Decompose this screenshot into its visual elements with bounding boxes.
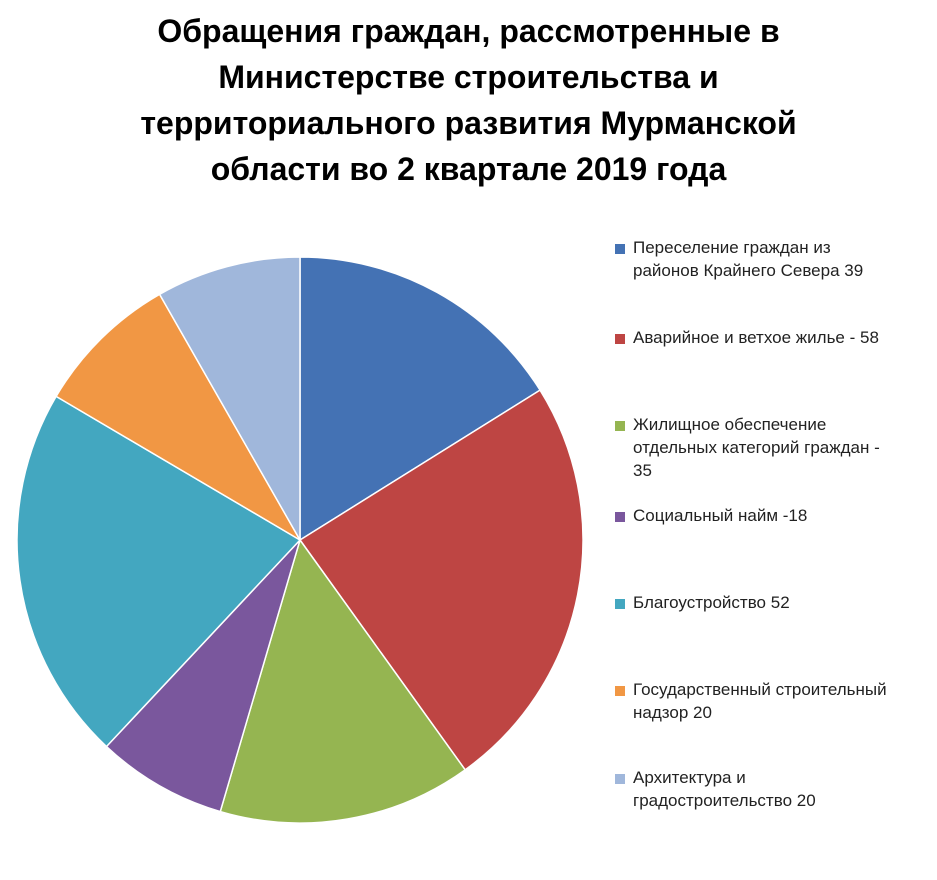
legend-swatch xyxy=(615,512,625,522)
pie-slice-landscaping xyxy=(16,395,302,748)
legend-label: Государственный строительный надзор 20 xyxy=(633,680,887,722)
chart-title: Обращения граждан, рассмотренные в Минис… xyxy=(140,13,797,187)
legend-label: Архитектура и градостроительство 20 xyxy=(633,768,816,810)
pie-slice-construction-supervision xyxy=(55,293,303,543)
legend-swatch xyxy=(615,774,625,784)
legend-swatch xyxy=(615,334,625,344)
pie-slice-social-rent xyxy=(105,539,301,813)
pie-slice-resettlement xyxy=(299,256,542,542)
pie-slice-architecture xyxy=(158,256,301,543)
legend-swatch xyxy=(615,599,625,609)
legend-swatch xyxy=(615,686,625,696)
pie-slice-housing-provision xyxy=(219,538,467,824)
legend-swatch xyxy=(615,244,625,254)
pie-slice-emergency-housing xyxy=(298,389,584,771)
legend-label: Социальный найм -18 xyxy=(633,506,808,525)
legend-label: Благоустройство 52 xyxy=(633,593,790,612)
legend-label: Переселение граждан из районов Крайнего … xyxy=(633,238,864,280)
legend-label: Жилищное обеспечение отдельных категорий… xyxy=(633,415,880,480)
legend-label: Аварийное и ветхое жилье - 58 xyxy=(633,328,879,347)
legend-swatch xyxy=(615,421,625,431)
